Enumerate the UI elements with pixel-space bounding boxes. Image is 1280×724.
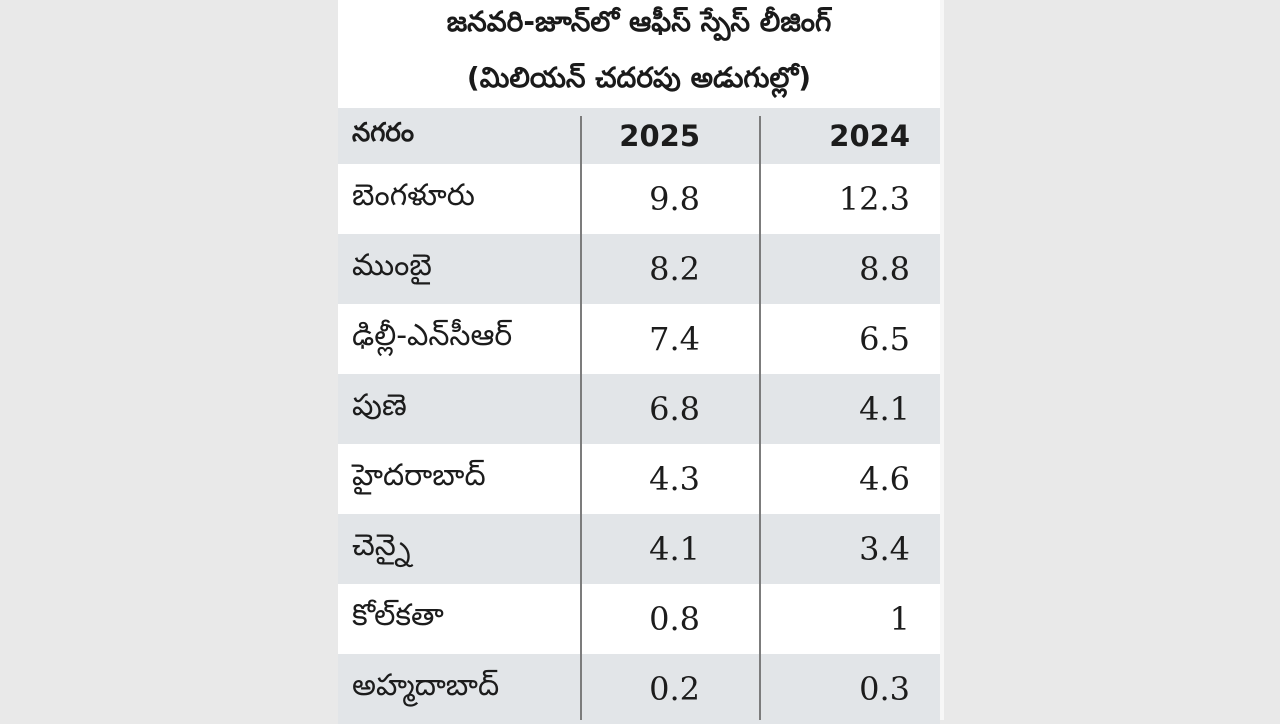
table-row: బెంగళూరు 9.8 12.3 [338,164,940,234]
column-divider [580,116,582,720]
value-2024: 0.3 [859,670,910,708]
table-header-row: నగరం 2025 2024 [338,108,940,164]
table-row: ముంబై 8.2 8.8 [338,234,940,304]
value-2025: 0.2 [649,670,700,708]
table-row: ఢిల్లీ-ఎన్‌సీఆర్ 7.4 6.5 [338,304,940,374]
value-2025: 6.8 [649,390,700,428]
city-name: పుణె [352,388,407,423]
value-2025: 7.4 [649,320,700,358]
header-2025: 2025 [619,119,700,153]
header-city: నగరం [352,118,415,148]
table-row: కోల్‌కతా 0.8 1 [338,584,940,654]
city-name: చెన్నై [352,528,411,563]
data-table: నగరం 2025 2024 బెంగళూరు 9.8 12.3 ముంబై 8… [338,108,940,724]
value-2025: 8.2 [649,250,700,288]
chart-title: జనవరి-జూన్‌లో ఆఫీస్ స్పేస్ లీజింగ్ [446,5,832,38]
table-row: అహ్మదాబాద్ 0.2 0.3 [338,654,940,724]
value-2024: 6.5 [859,320,910,358]
city-name: హైదరాబాద్ [352,458,486,493]
city-name: కోల్‌కతా [352,598,444,633]
value-2025: 4.1 [649,530,700,568]
value-2024: 4.1 [859,390,910,428]
city-name: బెంగళూరు [352,178,475,213]
city-name: ఢిల్లీ-ఎన్‌సీఆర్ [352,318,513,353]
table-row: పుణె 6.8 4.1 [338,374,940,444]
header-2024: 2024 [829,119,910,153]
table-row: హైదరాబాద్ 4.3 4.6 [338,444,940,514]
table-row: చెన్నై 4.1 3.4 [338,514,940,584]
panel-edge [940,0,944,720]
value-2024: 3.4 [859,530,910,568]
value-2025: 9.8 [649,180,700,218]
value-2025: 0.8 [649,600,700,638]
value-2024: 8.8 [859,250,910,288]
value-2025: 4.3 [649,460,700,498]
value-2024: 4.6 [859,460,910,498]
city-name: అహ్మదాబాద్ [352,668,500,703]
value-2024: 12.3 [838,180,910,218]
city-name: ముంబై [352,248,432,283]
value-2024: 1 [889,600,910,638]
column-divider [759,116,761,720]
chart-subtitle: (మిలియన్ చదరపు అడుగుల్లో) [466,61,812,94]
